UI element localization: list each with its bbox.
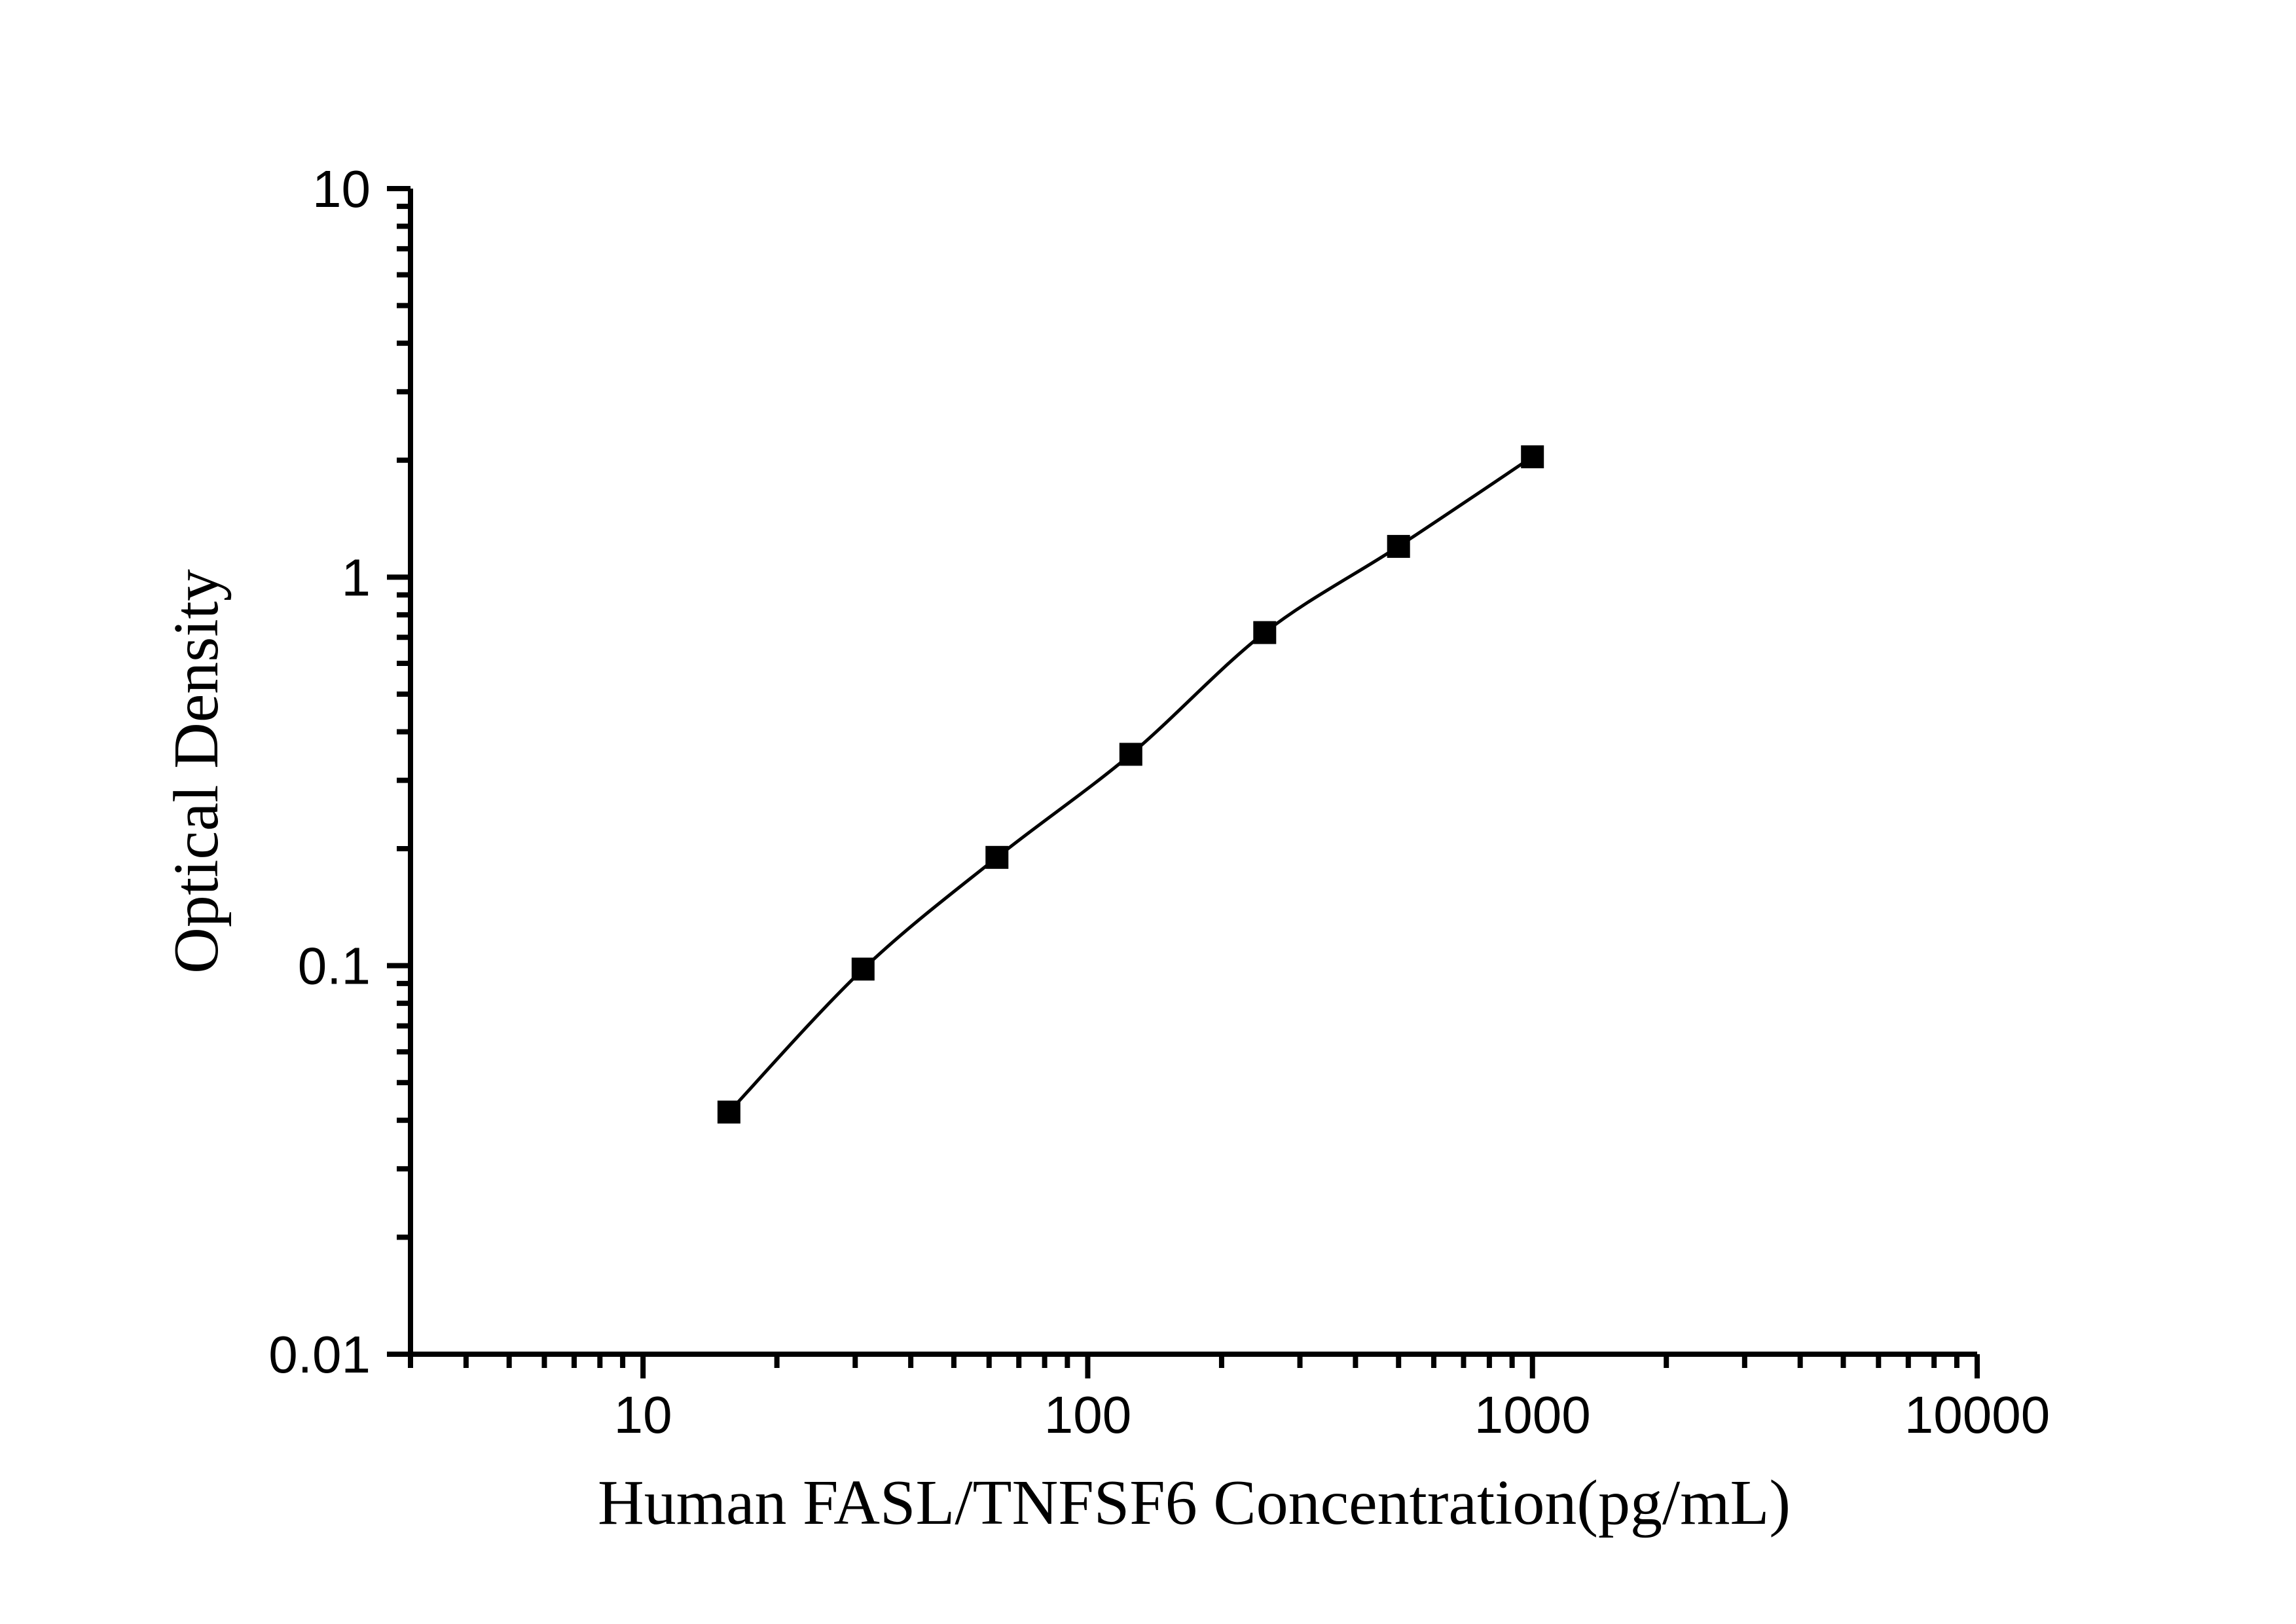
x-tick-labels: 10 100 1000 10000 — [614, 1386, 2050, 1444]
x-tick-label: 10000 — [1904, 1386, 2050, 1444]
data-point-marker — [1253, 621, 1277, 644]
data-point-marker — [1119, 743, 1142, 766]
x-tick-label: 1000 — [1474, 1386, 1591, 1444]
x-ticks — [408, 1354, 1980, 1378]
axes-spines — [408, 189, 1977, 1357]
y-ticks — [387, 186, 410, 1357]
curve-layer — [727, 455, 1534, 1113]
y-tick-labels: 0.01 0.1 1 10 — [268, 160, 371, 1384]
y-axis-title: Optical Density — [161, 569, 232, 974]
data-point-marker — [985, 845, 1009, 869]
x-tick-label: 100 — [1044, 1386, 1131, 1444]
marker-layer — [717, 445, 1544, 1124]
data-point-marker — [1521, 445, 1544, 469]
x-axis-title: Human FASL/TNFSF6 Concentration(pg/mL) — [598, 1467, 1791, 1538]
y-tick-label: 0.1 — [298, 937, 371, 995]
data-point-marker — [851, 957, 875, 981]
y-tick-label: 1 — [342, 548, 371, 606]
data-point-marker — [1387, 534, 1410, 558]
y-tick-label: 0.01 — [268, 1325, 371, 1384]
x-tick-label: 10 — [614, 1386, 672, 1444]
data-point-marker — [717, 1100, 740, 1124]
y-tick-label: 10 — [312, 160, 371, 218]
standard-curve-line — [727, 455, 1534, 1113]
